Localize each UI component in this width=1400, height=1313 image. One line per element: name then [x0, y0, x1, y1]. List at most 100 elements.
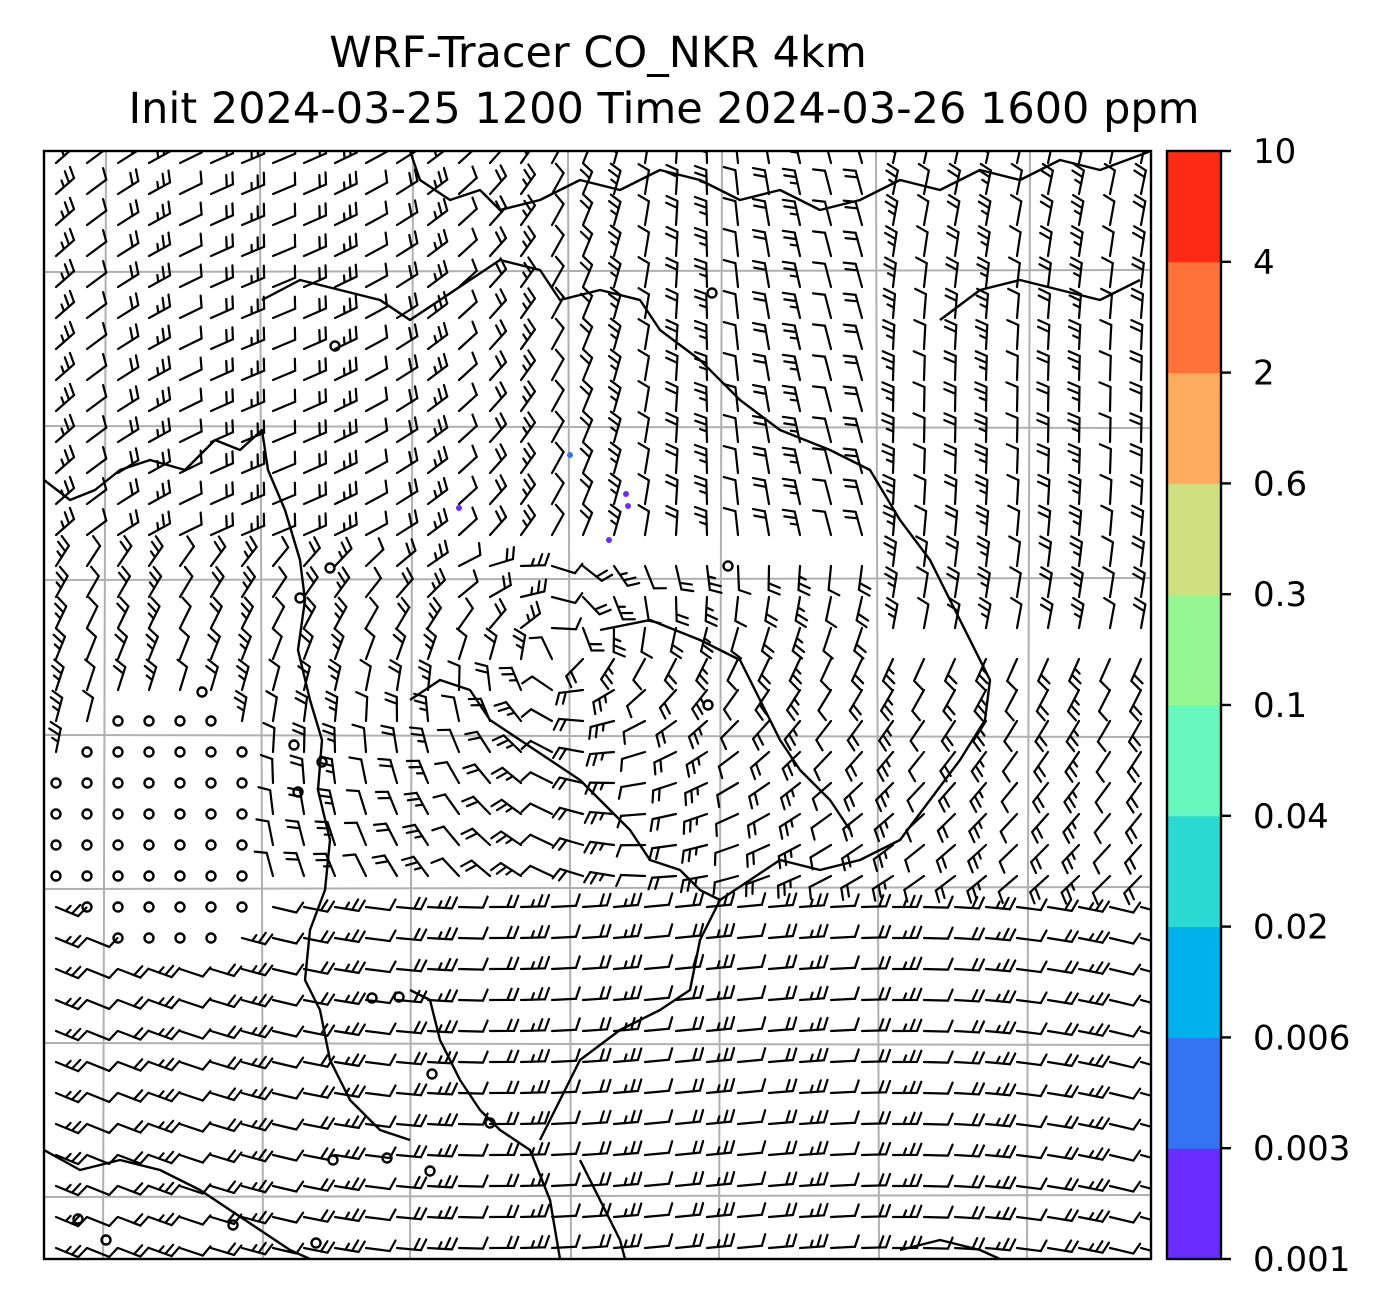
wind-barb — [371, 854, 399, 878]
wind-barb — [612, 595, 636, 621]
wind-barb — [669, 626, 684, 660]
wind-barb — [85, 565, 100, 599]
wind-barb — [519, 256, 537, 289]
wind-barb — [984, 896, 1017, 911]
wind-barb — [240, 264, 266, 289]
wind-barb — [882, 504, 897, 537]
wind-barb — [255, 818, 275, 847]
wind-barb — [488, 443, 508, 475]
wind-barb — [612, 1233, 643, 1250]
wind-barb — [973, 688, 988, 722]
wind-barb — [581, 1140, 612, 1157]
wind-barb — [1038, 535, 1053, 568]
wind-barb — [550, 1017, 581, 1033]
wind-barb — [699, 626, 714, 660]
wind-barb — [178, 387, 203, 413]
wind-barb — [798, 985, 829, 1002]
wind-barb — [953, 1051, 986, 1065]
wind-barb — [550, 441, 565, 475]
wind-barb — [998, 843, 1019, 874]
wind-barb — [649, 812, 678, 833]
wind-barb — [1139, 1091, 1151, 1097]
wind-barb — [1067, 412, 1081, 444]
wind-barb — [520, 833, 554, 847]
wind-barb — [734, 595, 748, 628]
wind-barb — [745, 874, 771, 898]
wind-barb — [271, 963, 305, 976]
wind-barb — [736, 892, 767, 909]
wind-barb — [705, 891, 736, 909]
wind-barb — [1009, 566, 1022, 599]
wind-barb — [240, 1086, 274, 1101]
wind-barb — [857, 564, 872, 597]
wind-barb — [612, 1140, 643, 1157]
wind-barb — [395, 509, 419, 537]
wind-barb — [829, 1079, 860, 1095]
tracer-concentration-blips — [456, 452, 631, 543]
wind-barb — [271, 326, 297, 351]
wind-barb — [1108, 1025, 1142, 1038]
parallel-line — [44, 886, 1151, 890]
wind-barb — [607, 410, 622, 444]
wind-barb — [722, 444, 740, 475]
wind-barb — [612, 1078, 643, 1095]
wind-barb — [922, 1081, 954, 1095]
wind-barb — [1046, 1115, 1079, 1129]
wind-barb — [240, 512, 266, 537]
wind-barb — [209, 481, 235, 506]
wind-barb — [233, 690, 248, 723]
wind-barb — [54, 1027, 88, 1042]
wind-barb — [519, 1234, 551, 1250]
calm-circle — [112, 839, 124, 851]
wind-barb — [395, 168, 419, 196]
wind-barb — [488, 474, 508, 506]
wind-barb — [798, 1047, 829, 1064]
wind-barb — [426, 228, 449, 258]
wind-barb — [791, 626, 806, 660]
wind-barb — [1015, 898, 1048, 912]
wind-barb — [333, 294, 358, 320]
wind-barb — [1015, 929, 1048, 943]
wind-barb — [637, 442, 651, 475]
wind-barb — [1029, 874, 1050, 905]
wind-barb — [300, 627, 314, 661]
wind-barb — [1067, 443, 1081, 475]
wind-barb — [976, 256, 990, 289]
wind-barb — [616, 812, 647, 829]
wind-barb — [936, 812, 957, 843]
wind-barb — [745, 843, 771, 868]
wind-barb — [395, 1051, 428, 1066]
wind-barb — [457, 165, 478, 196]
wind-barb — [916, 225, 929, 258]
wind-barb — [873, 812, 895, 843]
wind-barb — [1015, 1146, 1048, 1160]
wind-barb — [85, 535, 102, 568]
wind-barb — [581, 892, 612, 909]
wind-barb — [145, 627, 159, 661]
wind-barb — [519, 986, 551, 1002]
wind-barb — [679, 874, 709, 894]
colorbar-tick-label: 0.3 — [1253, 575, 1307, 615]
wind-barb — [302, 202, 328, 227]
wind-barb — [302, 1116, 336, 1130]
wind-barb — [722, 413, 740, 444]
wind-barb — [984, 1237, 1017, 1252]
colorbar: 0.001 0.003 0.006 0.02 0.04 0.1 0.3 0.6 2 4 10 — [1165, 132, 1350, 1280]
wind-barb — [780, 781, 802, 811]
wind-barb — [551, 806, 585, 821]
tracer-blip — [623, 491, 629, 497]
wind-barb — [430, 857, 461, 878]
wind-barb — [488, 572, 512, 599]
wind-barb — [583, 810, 616, 825]
wind-barb — [550, 924, 581, 940]
wind-barb — [1036, 412, 1050, 444]
wind-barb — [112, 658, 127, 692]
wind-barb — [327, 658, 342, 692]
wind-barb — [860, 1172, 892, 1188]
wind-barb — [364, 262, 389, 289]
wind-barb — [302, 536, 321, 568]
wind-barb — [432, 793, 461, 816]
wind-barb — [364, 1084, 397, 1098]
wind-barb — [809, 843, 833, 871]
wind-barb — [1101, 256, 1114, 289]
